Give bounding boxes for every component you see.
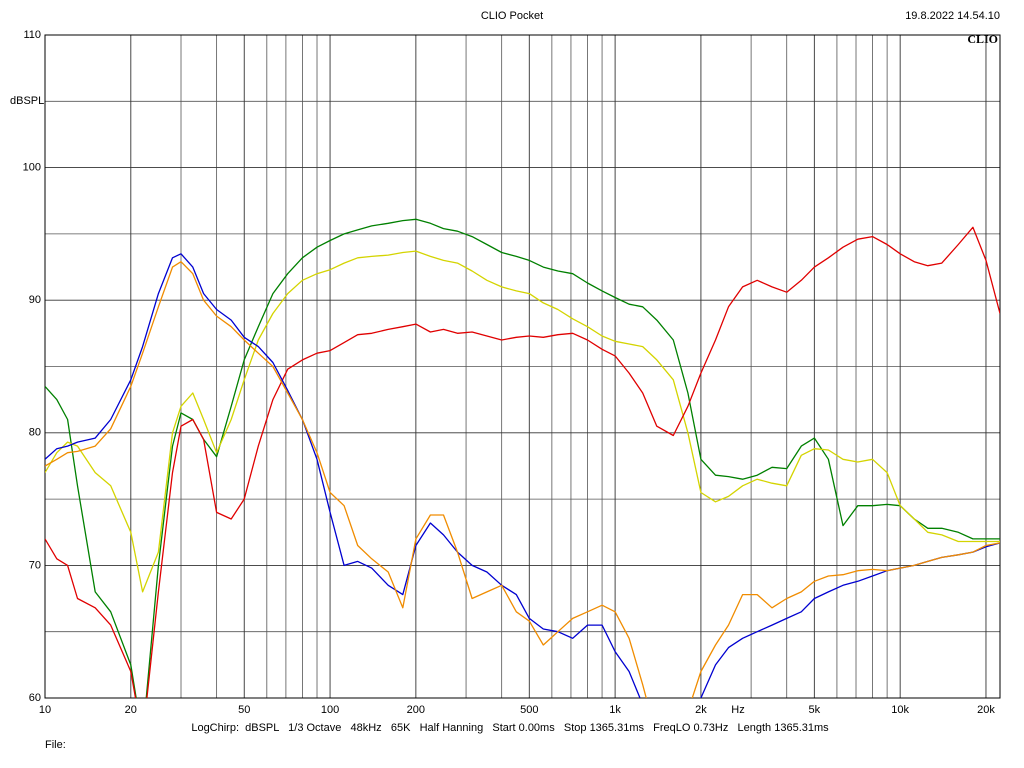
x-tick-label: 20k bbox=[977, 704, 995, 716]
y-axis-label: dBSPL bbox=[10, 95, 44, 107]
plot-area bbox=[45, 218, 1000, 698]
timestamp: 19.8.2022 14.54.10 bbox=[905, 10, 1000, 22]
logo: CLIO bbox=[967, 32, 998, 46]
x-tick-label: 10k bbox=[891, 704, 909, 716]
line-series bbox=[45, 261, 1000, 698]
x-tick-label: 200 bbox=[407, 704, 425, 716]
y-tick-label: 80 bbox=[29, 427, 41, 439]
x-axis-label: Hz bbox=[731, 704, 744, 716]
x-tick-label: 20 bbox=[125, 704, 137, 716]
x-tick-label: 500 bbox=[520, 704, 538, 716]
x-tick-label: 1k bbox=[609, 704, 621, 716]
x-tick-label: 5k bbox=[809, 704, 821, 716]
y-tick-label: 100 bbox=[23, 162, 41, 174]
x-tick-label: 10 bbox=[39, 704, 51, 716]
line-series bbox=[45, 253, 1000, 698]
file-label: File: bbox=[45, 739, 66, 751]
footer: LogChirp: dBSPL 1/3 Octave 48kHz 65K Hal… bbox=[191, 722, 829, 734]
x-tick-label: 50 bbox=[238, 704, 250, 716]
x-tick-label: 100 bbox=[321, 704, 339, 716]
line-series bbox=[45, 250, 1000, 593]
x-tick-label: 2k bbox=[695, 704, 707, 716]
line-series bbox=[45, 226, 1000, 698]
y-tick-label: 70 bbox=[29, 559, 41, 571]
chart-title: CLIO Pocket bbox=[481, 10, 543, 22]
y-tick-label: 110 bbox=[23, 29, 41, 41]
y-tick-label: 60 bbox=[29, 692, 41, 704]
plot-frame bbox=[44, 34, 1001, 699]
y-tick-label: 90 bbox=[29, 294, 41, 306]
